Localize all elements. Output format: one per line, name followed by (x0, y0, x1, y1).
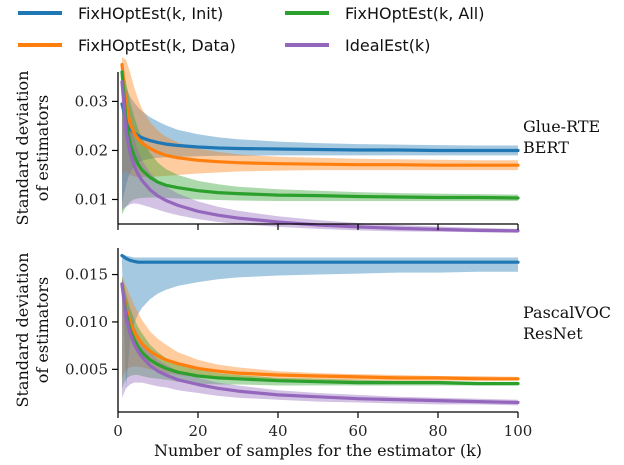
panel-glue-rte-bert: 0.01 0.02 0.03 Standard deviationof estimat… (13, 57, 600, 233)
legend-label-3: IdealEst(k) (345, 36, 430, 55)
y-axis-title-1: Standard deviationof estimators (13, 253, 52, 408)
band-1-2 (122, 276, 518, 389)
series-line-0-1 (120, 62, 520, 167)
y-tick-label-0-0: 0.01 (75, 190, 108, 208)
legend-label-2: FixHOptEst(k, Data) (78, 36, 236, 55)
legend: FixHOptEst(k, Init) FixHOptEst(k, All) Fix… (18, 4, 484, 55)
series-line-1-0 (120, 254, 520, 264)
y-tick-label-1-1: 0.010 (65, 313, 108, 331)
band-1-1 (122, 276, 518, 381)
panel-label-1: PascalVOC ResNet (523, 303, 611, 343)
series-line-1-2 (120, 282, 520, 386)
y-axis-title-0: Standard deviationof estimators (13, 71, 52, 226)
band-1-3 (122, 278, 518, 406)
x-axis-title: Number of samples for the estimator (k) (154, 441, 482, 460)
panel-label-0: Glue-RTE BERT (523, 117, 600, 157)
legend-label-1: FixHOptEst(k, All) (345, 4, 484, 23)
band-0-0 (122, 76, 518, 205)
legend-label-0: FixHOptEst(k, Init) (78, 4, 223, 23)
x-tick-label-1: 20 (188, 422, 207, 440)
y-tick-label-1-2: 0.015 (65, 266, 108, 284)
series-line-0-2 (120, 70, 520, 200)
series-line-0-3 (120, 80, 520, 233)
x-tick-label-4: 80 (428, 422, 447, 440)
panel-pascalvoc-resnet: 0.005 0.010 0.015 0 20 40 60 80 100 Standard devi… (13, 248, 611, 440)
x-tick-label-5: 100 (504, 422, 533, 440)
y-tick-label-0-2: 0.03 (75, 92, 108, 110)
x-tick-label-3: 60 (348, 422, 367, 440)
y-tick-label-0-1: 0.02 (75, 141, 108, 159)
band-1-0 (122, 253, 518, 389)
x-tick-label-2: 40 (268, 422, 287, 440)
series-line-1-3 (120, 282, 520, 405)
series-line-1-1 (120, 282, 520, 381)
y-tick-label-1-0: 0.005 (65, 360, 108, 378)
x-tick-label-0: 0 (113, 422, 123, 440)
